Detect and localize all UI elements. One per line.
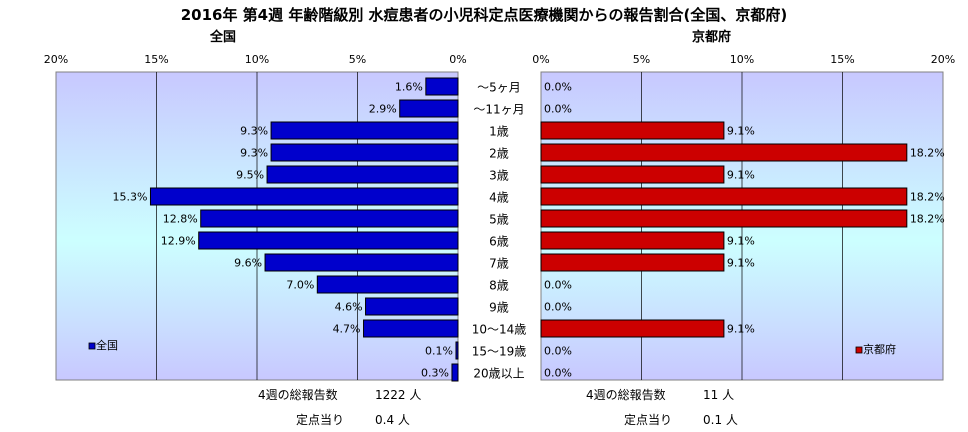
- kyoto-value-label: 0.0%: [544, 301, 572, 314]
- national-bar: [451, 363, 459, 382]
- national-bar: [266, 165, 459, 184]
- national-total-label: 4週の総報告数: [258, 388, 338, 402]
- kyoto-value-label: 9.1%: [727, 323, 755, 336]
- category-label: 5歳: [489, 213, 509, 227]
- category-label: 2歳: [489, 147, 509, 161]
- national-legend-swatch: [88, 342, 96, 350]
- national-bar: [399, 99, 459, 118]
- kyoto-bar: [540, 253, 725, 272]
- kyoto-tick-label: 5%: [633, 53, 650, 66]
- kyoto-value-label: 0.0%: [544, 103, 572, 116]
- kyoto-bar: [540, 319, 725, 338]
- kyoto-total-value: 11 人: [703, 388, 735, 402]
- national-value-label: 0.3%: [421, 367, 449, 380]
- kyoto-per-label: 定点当り: [624, 413, 673, 427]
- national-value-label: 9.5%: [236, 169, 264, 182]
- kyoto-value-label: 9.1%: [727, 169, 755, 182]
- kyoto-value-label: 0.0%: [544, 279, 572, 292]
- national-value-label: 12.9%: [161, 235, 196, 248]
- national-tick-label: 5%: [349, 53, 366, 66]
- national-bar: [363, 319, 459, 338]
- national-bar: [264, 253, 459, 272]
- category-label: 20歳以上: [473, 367, 524, 381]
- category-label: 10～14歳: [472, 323, 527, 337]
- national-per-label: 定点当り: [296, 413, 345, 427]
- national-value-label: 9.6%: [234, 257, 262, 270]
- national-total-value: 1222 人: [375, 388, 422, 402]
- kyoto-bar: [540, 187, 908, 206]
- category-label: 9歳: [489, 301, 509, 315]
- kyoto-total-label: 4週の総報告数: [586, 388, 666, 402]
- category-label: ～5ヶ月: [477, 81, 521, 95]
- kyoto-bar: [540, 143, 908, 162]
- kyoto-chart-title: 京都府: [692, 30, 732, 45]
- national-tick-label: 10%: [245, 53, 269, 66]
- national-value-label: 4.7%: [333, 323, 361, 336]
- national-bar: [270, 143, 459, 162]
- national-bar: [198, 231, 459, 250]
- chart-title: 2016年 第4週 年齢階級別 水痘患者の小児科定点医療機関からの報告割合(全国…: [180, 6, 788, 24]
- kyoto-tick-label: 15%: [830, 53, 854, 66]
- category-label: 15～19歳: [472, 345, 527, 359]
- category-label: 3歳: [489, 169, 509, 183]
- kyoto-value-label: 9.1%: [727, 125, 755, 138]
- kyoto-value-label: 0.0%: [544, 367, 572, 380]
- kyoto-legend-label: 京都府: [863, 342, 896, 356]
- kyoto-value-label: 9.1%: [727, 235, 755, 248]
- national-value-label: 12.8%: [163, 213, 198, 226]
- kyoto-value-label: 18.2%: [910, 147, 945, 160]
- national-bar: [425, 77, 459, 96]
- national-tick-label: 15%: [144, 53, 168, 66]
- national-value-label: 7.0%: [286, 279, 314, 292]
- kyoto-tick-label: 20%: [931, 53, 955, 66]
- kyoto-value-label: 18.2%: [910, 213, 945, 226]
- national-tick-label: 20%: [44, 53, 68, 66]
- national-bar: [365, 297, 459, 316]
- kyoto-per-value: 0.1 人: [703, 413, 738, 427]
- kyoto-value-label: 0.0%: [544, 81, 572, 94]
- kyoto-value-label: 18.2%: [910, 191, 945, 204]
- kyoto-value-label: 0.0%: [544, 345, 572, 358]
- kyoto-bar: [540, 165, 725, 184]
- national-bar: [270, 121, 459, 140]
- national-value-label: 0.1%: [425, 345, 453, 358]
- national-bar: [316, 275, 459, 294]
- kyoto-value-label: 9.1%: [727, 257, 755, 270]
- kyoto-legend-swatch: [855, 346, 863, 354]
- kyoto-bar: [540, 209, 908, 228]
- national-bar: [200, 209, 459, 228]
- category-label: 6歳: [489, 235, 509, 249]
- kyoto-tick-label: 0%: [532, 53, 549, 66]
- kyoto-bar: [540, 121, 725, 140]
- kyoto-tick-label: 10%: [730, 53, 754, 66]
- category-label: 1歳: [489, 125, 509, 139]
- category-label: 8歳: [489, 279, 509, 293]
- national-value-label: 9.3%: [240, 147, 268, 160]
- category-label: 7歳: [489, 257, 509, 271]
- category-label: 4歳: [489, 191, 509, 205]
- kyoto-bar: [540, 231, 725, 250]
- national-per-value: 0.4 人: [375, 413, 410, 427]
- national-bar: [149, 187, 459, 206]
- national-value-label: 4.6%: [335, 301, 363, 314]
- national-bar: [455, 341, 459, 360]
- national-legend-label: 全国: [96, 338, 118, 352]
- category-label: ～11ヶ月: [473, 103, 524, 117]
- national-value-label: 2.9%: [369, 103, 397, 116]
- national-value-label: 9.3%: [240, 125, 268, 138]
- national-value-label: 1.6%: [395, 81, 423, 94]
- national-tick-label: 0%: [449, 53, 466, 66]
- national-chart-title: 全国: [210, 30, 237, 45]
- national-value-label: 15.3%: [113, 191, 148, 204]
